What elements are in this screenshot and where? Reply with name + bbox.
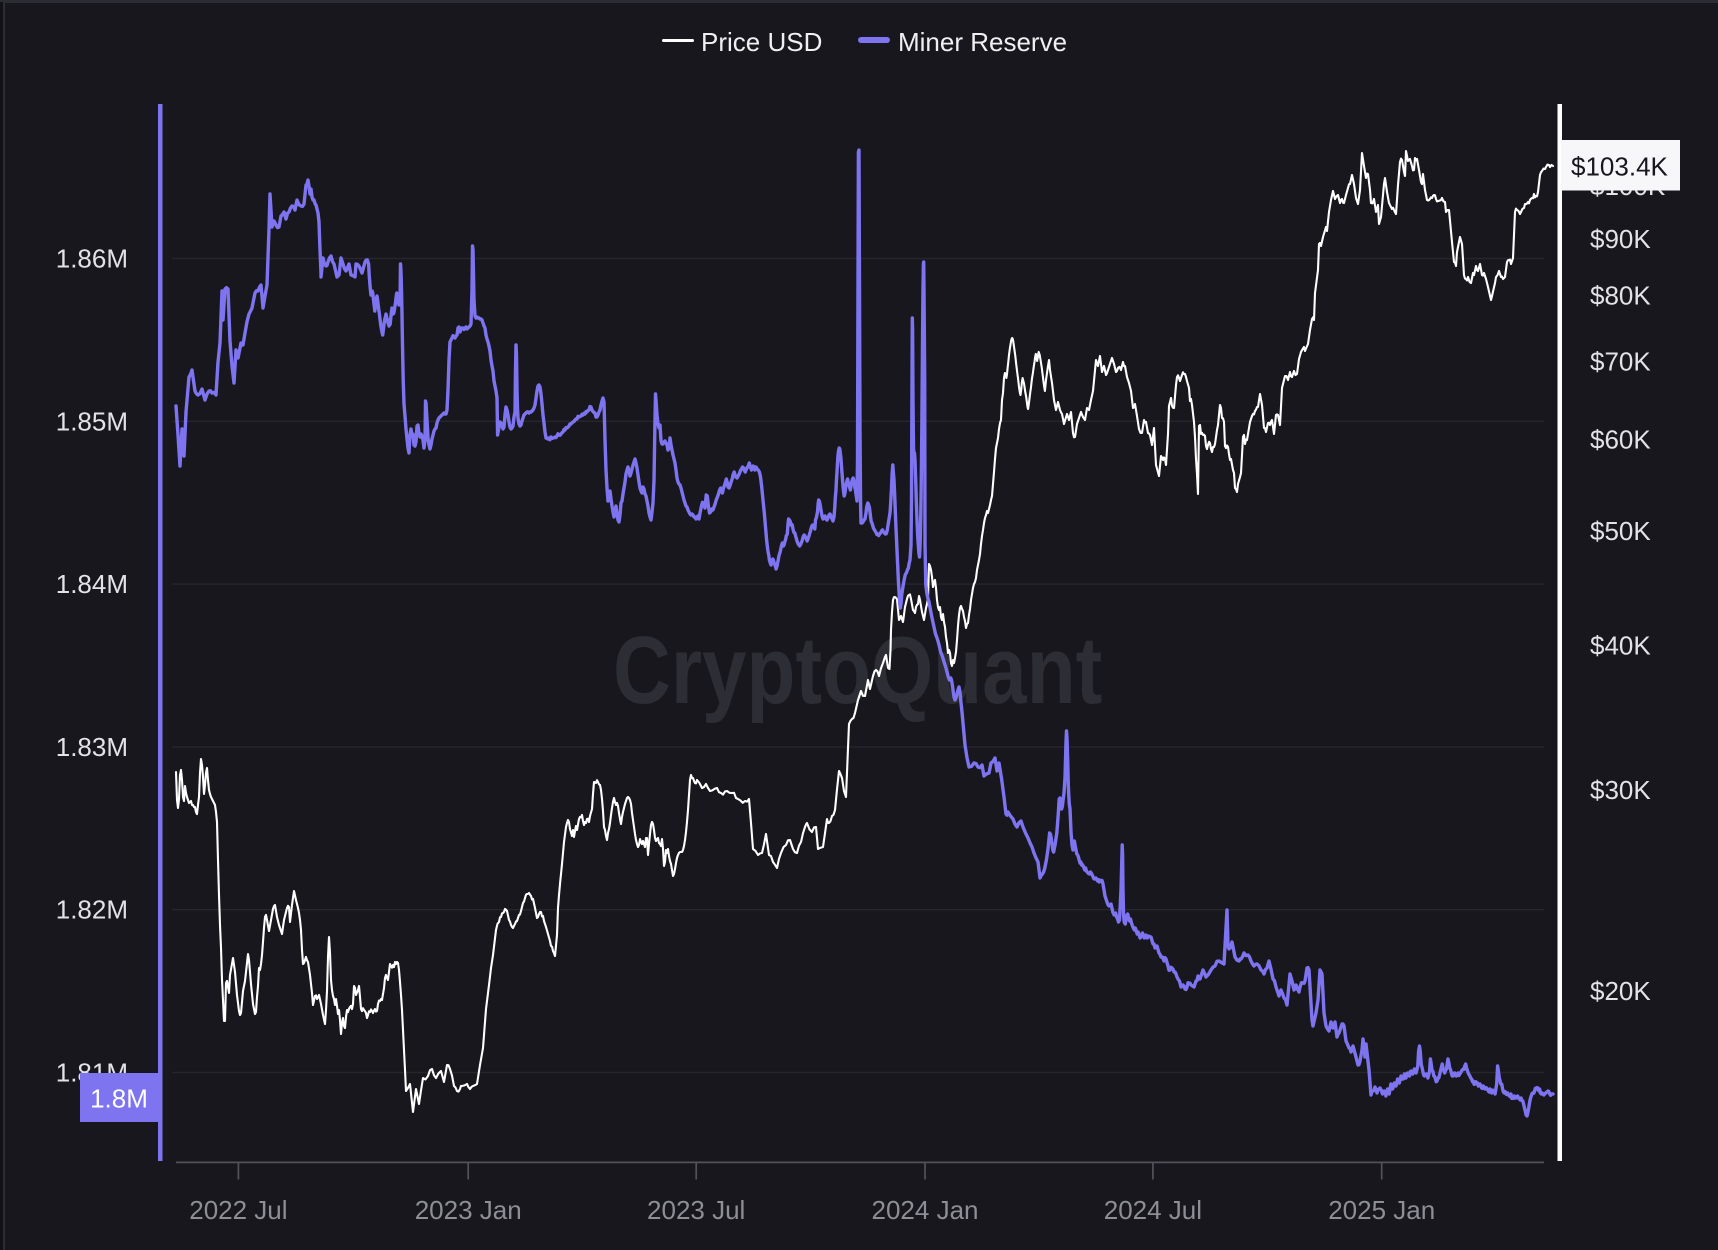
svg-text:2025 Jan: 2025 Jan [1328,1195,1435,1225]
svg-text:$50K: $50K [1590,516,1651,546]
svg-text:1.83M: 1.83M [56,732,128,762]
svg-text:1.85M: 1.85M [56,406,128,436]
svg-text:$30K: $30K [1590,775,1651,805]
svg-text:$80K: $80K [1590,280,1651,310]
svg-text:2023 Jan: 2023 Jan [415,1195,522,1225]
svg-text:2024 Jan: 2024 Jan [872,1195,979,1225]
svg-text:1.8M: 1.8M [90,1084,148,1114]
svg-text:$90K: $90K [1590,224,1651,254]
svg-text:2022 Jul: 2022 Jul [189,1195,287,1225]
svg-text:$60K: $60K [1590,424,1651,454]
svg-text:$70K: $70K [1590,347,1651,377]
svg-text:$103.4K: $103.4K [1571,152,1669,182]
svg-text:1.82M: 1.82M [56,895,128,925]
svg-text:1.86M: 1.86M [56,244,128,274]
svg-text:$40K: $40K [1590,630,1651,660]
svg-text:1.84M: 1.84M [56,569,128,599]
svg-text:2024 Jul: 2024 Jul [1104,1195,1202,1225]
svg-text:2023 Jul: 2023 Jul [647,1195,745,1225]
svg-text:$20K: $20K [1590,976,1651,1006]
